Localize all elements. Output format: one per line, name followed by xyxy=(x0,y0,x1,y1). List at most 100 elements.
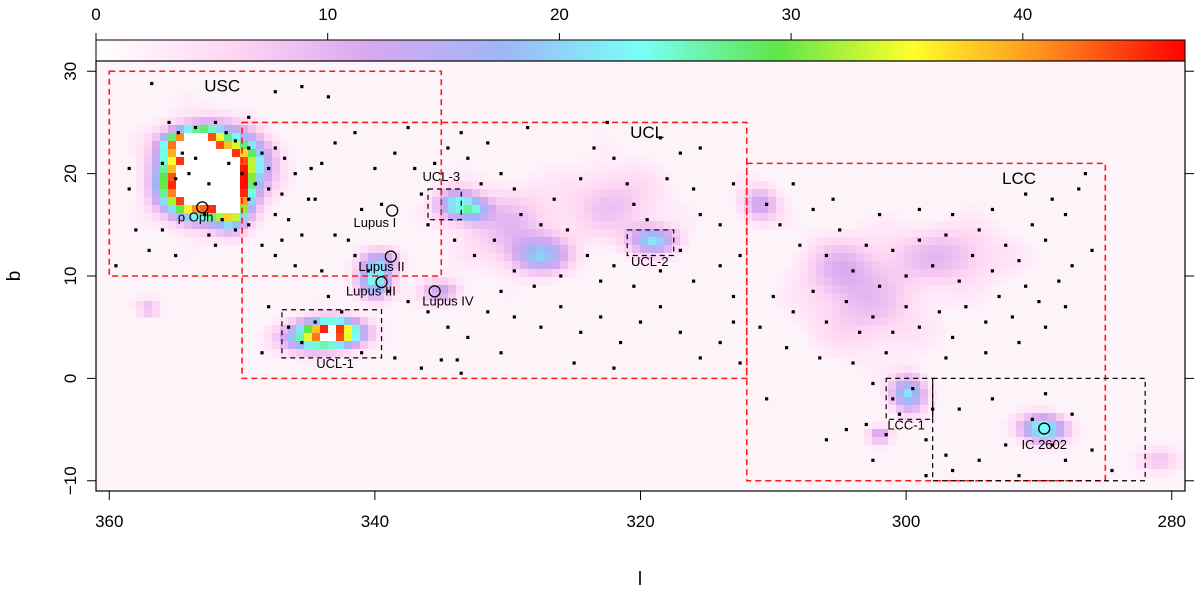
density-cell xyxy=(888,277,897,286)
density-cell xyxy=(592,133,601,142)
density-cell xyxy=(664,253,673,262)
density-cell xyxy=(808,293,817,302)
star-point xyxy=(300,84,304,89)
density-cell xyxy=(200,125,209,134)
density-cell xyxy=(896,381,905,390)
density-cell xyxy=(912,293,921,302)
density-cell xyxy=(848,317,857,326)
density-cell xyxy=(840,245,849,254)
density-cell xyxy=(904,229,913,238)
star-point xyxy=(213,120,218,125)
density-cell xyxy=(576,245,585,254)
density-cell xyxy=(616,189,625,198)
density-cell xyxy=(576,221,585,230)
density-cell xyxy=(528,173,537,182)
density-cell xyxy=(248,173,257,182)
density-cell xyxy=(280,341,289,350)
density-cell xyxy=(896,317,905,326)
density-cell xyxy=(168,229,177,238)
density-cell xyxy=(568,189,577,198)
star-point xyxy=(326,294,331,299)
density-cell xyxy=(272,341,281,350)
density-cell xyxy=(352,349,361,358)
density-cell xyxy=(256,205,265,214)
density-cell xyxy=(584,205,593,214)
density-cell xyxy=(184,213,193,222)
density-cell xyxy=(656,221,665,230)
density-cell xyxy=(280,149,289,158)
density-cell xyxy=(480,237,489,246)
density-cell xyxy=(136,293,145,302)
density-cell xyxy=(192,93,201,102)
object-marker xyxy=(386,204,399,217)
density-cell xyxy=(1176,445,1185,454)
density-cell xyxy=(544,269,553,278)
density-cell xyxy=(472,205,481,214)
density-cell xyxy=(560,269,569,278)
star-point xyxy=(233,139,238,143)
density-cell xyxy=(560,165,569,174)
density-cell xyxy=(800,301,809,310)
density-cell xyxy=(1168,445,1177,454)
density-cell xyxy=(240,229,249,238)
object-marker xyxy=(375,275,388,289)
density-cell xyxy=(632,237,641,246)
density-cell xyxy=(656,261,665,270)
density-cell xyxy=(424,293,433,302)
density-cell xyxy=(344,261,353,270)
density-cell xyxy=(888,333,897,342)
density-cell xyxy=(176,173,185,182)
density-cell xyxy=(544,181,553,190)
star-point xyxy=(247,223,251,227)
density-cell xyxy=(192,197,201,206)
density-cell xyxy=(376,277,385,286)
density-cell xyxy=(856,285,865,294)
density-cell xyxy=(920,309,929,318)
density-cell xyxy=(664,245,673,254)
density-cell xyxy=(184,173,193,182)
density-cell xyxy=(240,237,249,246)
colorbar: 0 10 20 30 40 xyxy=(91,5,1186,62)
density-cell xyxy=(896,285,905,294)
density-cell xyxy=(848,301,857,310)
star-point xyxy=(426,310,430,314)
density-cell xyxy=(248,181,257,190)
density-cell xyxy=(792,309,801,318)
density-cell xyxy=(320,349,329,358)
density-cell xyxy=(728,189,737,198)
density-cell xyxy=(920,341,929,350)
density-cell xyxy=(512,269,521,278)
density-cell xyxy=(600,133,609,142)
density-cell xyxy=(352,293,361,302)
density-cell xyxy=(912,405,921,414)
star-point xyxy=(1004,243,1008,247)
density-cell xyxy=(520,253,529,262)
density-cell xyxy=(152,157,161,166)
density-cell xyxy=(624,157,633,166)
star-point xyxy=(286,218,291,222)
density-cell xyxy=(792,269,801,278)
density-cell xyxy=(592,181,601,190)
density-cell xyxy=(144,125,153,134)
density-cell xyxy=(944,237,953,246)
density-cell xyxy=(464,213,473,222)
density-cell xyxy=(816,229,825,238)
density-cell xyxy=(424,189,433,198)
density-cell xyxy=(456,205,465,214)
star-point xyxy=(944,356,948,360)
density-cell xyxy=(808,317,817,326)
density-cell xyxy=(376,285,385,294)
density-cell xyxy=(672,237,681,246)
density-cell xyxy=(1000,253,1009,262)
density-cell xyxy=(1016,253,1025,262)
density-cell xyxy=(984,245,993,254)
density-cell xyxy=(976,285,985,294)
density-cell xyxy=(936,301,945,310)
density-cell xyxy=(240,109,249,118)
density-cell xyxy=(528,205,537,214)
density-cell xyxy=(920,389,929,398)
density-cell xyxy=(912,373,921,382)
density-cell xyxy=(240,133,249,142)
density-cell xyxy=(864,301,873,310)
density-cell xyxy=(264,349,273,358)
